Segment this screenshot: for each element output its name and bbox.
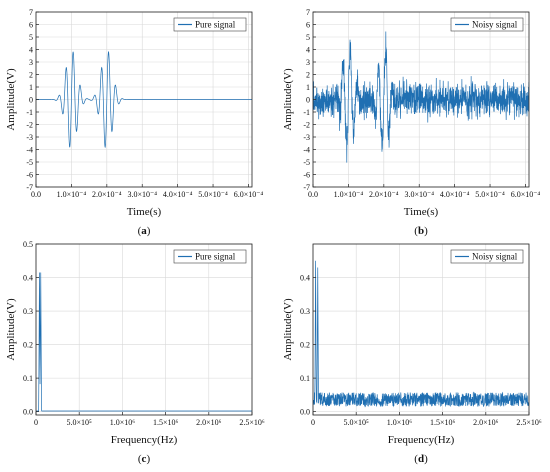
y-tick-label: -4 [303, 146, 310, 155]
y-tick-label: 0.1 [23, 374, 33, 383]
y-tick-label: 0.3 [23, 307, 33, 316]
x-tick-label: 2.5×10⁶ [516, 418, 542, 427]
panel-label: (b) [414, 225, 428, 237]
x-axis-label: Time(s) [404, 206, 439, 218]
y-axis-label: Amplitude(V) [5, 68, 17, 131]
y-tick-label: -1 [303, 108, 310, 117]
x-tick-label: 1.0×10⁶ [387, 418, 413, 427]
y-tick-label: -7 [303, 183, 310, 192]
legend-label: Pure signal [195, 20, 236, 30]
y-tick-label: 2 [306, 71, 310, 80]
y-axis-label: Amplitude(V) [282, 298, 294, 361]
plot-frame [312, 243, 530, 416]
panel-label: (a) [138, 225, 151, 237]
series-line [36, 272, 252, 412]
y-tick-label: -6 [26, 171, 33, 180]
y-tick-label: 2 [29, 71, 33, 80]
legend-box [450, 249, 524, 264]
x-tick-label: 4.0×10⁻⁴ [163, 190, 193, 199]
y-tick-label: -7 [26, 183, 33, 192]
y-tick-label: -6 [303, 171, 310, 180]
x-tick-label: 5.0×10⁻⁴ [475, 190, 505, 199]
legend-box [450, 17, 524, 32]
x-tick-label: 2.0×10⁻⁴ [369, 190, 399, 199]
y-tick-label: -5 [303, 158, 310, 167]
x-tick-label: 3.0×10⁻⁴ [404, 190, 434, 199]
y-tick-label: 1 [306, 83, 310, 92]
legend-box [173, 249, 247, 264]
panel-label: (d) [414, 453, 428, 465]
x-tick-label: 1.0×10⁻⁴ [334, 190, 364, 199]
chart-panel-1: 0.0 1.0×10⁻⁴ 2.0×10⁻⁴ 3.0×10⁻⁴ 4.0×10⁻⁴ 5.0×1… [5, 8, 263, 237]
chart-panel-4: 0 5.0×10⁵ 1.0×10⁶ 1.5×10⁶ 2.0×10⁶ 2.5×10⁶ 0.0 0… [282, 243, 542, 465]
series-line [36, 50, 252, 149]
y-tick-label: 5 [29, 33, 33, 42]
x-tick-label: 0 [311, 418, 315, 427]
x-tick-label: 1.5×10⁶ [153, 418, 179, 427]
legend-label: Pure signal [195, 252, 236, 262]
y-tick-label: 0.5 [23, 240, 33, 249]
x-tick-label: 6.0×10⁻⁴ [511, 190, 541, 199]
x-tick-label: 0 [34, 418, 38, 427]
y-tick-label: -5 [26, 158, 33, 167]
y-tick-label: -3 [303, 133, 310, 142]
y-tick-label: -1 [26, 108, 33, 117]
plot-frame [35, 243, 253, 416]
y-tick-label: 6 [29, 21, 33, 30]
y-tick-label: 0.1 [300, 374, 310, 383]
series-line [313, 31, 529, 163]
y-tick-label: 0.2 [300, 341, 310, 350]
x-tick-label: 5.0×10⁻⁴ [198, 190, 228, 199]
y-tick-label: 7 [306, 8, 310, 17]
y-tick-label: 3 [29, 58, 33, 67]
y-axis-label: Amplitude(V) [282, 68, 294, 131]
x-axis-label: Frequency(Hz) [111, 434, 178, 446]
y-tick-label: 5 [306, 33, 310, 42]
x-tick-label: 1.0×10⁶ [110, 418, 136, 427]
x-tick-label: 3.0×10⁻⁴ [127, 190, 157, 199]
series-line [313, 260, 529, 408]
y-tick-label: 0.2 [23, 341, 33, 350]
x-tick-label: 2.0×10⁶ [196, 418, 222, 427]
y-tick-label: 7 [29, 8, 33, 17]
x-tick-label: 1.0×10⁻⁴ [57, 190, 87, 199]
chart-panel-2: 0.0 1.0×10⁻⁴ 2.0×10⁻⁴ 3.0×10⁻⁴ 4.0×10⁻⁴ 5.0×1… [282, 8, 540, 237]
x-tick-label: 2.0×10⁶ [473, 418, 499, 427]
chart-panel-3: 0 5.0×10⁵ 1.0×10⁶ 1.5×10⁶ 2.0×10⁶ 2.5×10⁶ 0.0 0… [5, 240, 265, 465]
y-tick-label: -2 [303, 121, 310, 130]
x-tick-label: 0.0 [31, 190, 41, 199]
y-tick-label: 0 [29, 96, 33, 105]
y-tick-label: 6 [306, 21, 310, 30]
x-tick-label: 0.0 [308, 190, 318, 199]
legend-label: Noisy signal [472, 20, 518, 30]
x-tick-label: 5.0×10⁵ [67, 418, 93, 427]
x-tick-label: 6.0×10⁻⁴ [234, 190, 264, 199]
x-tick-label: 4.0×10⁻⁴ [440, 190, 470, 199]
x-axis-label: Frequency(Hz) [388, 434, 455, 446]
panel-label: (c) [138, 453, 151, 465]
y-tick-label: -4 [26, 146, 33, 155]
x-axis-label: Time(s) [127, 206, 162, 218]
y-tick-label: 0.0 [23, 408, 33, 417]
y-tick-label: 1 [29, 83, 33, 92]
legend-label: Noisy signal [472, 252, 518, 262]
y-tick-label: 4 [29, 46, 33, 55]
x-tick-label: 2.5×10⁶ [239, 418, 265, 427]
y-axis-label: Amplitude(V) [5, 298, 17, 361]
x-tick-label: 5.0×10⁵ [344, 418, 370, 427]
y-tick-label: -2 [26, 121, 33, 130]
y-tick-label: 3 [306, 58, 310, 67]
y-tick-label: -3 [26, 133, 33, 142]
legend-box [173, 17, 247, 32]
y-tick-label: 0 [306, 96, 310, 105]
x-tick-label: 2.0×10⁻⁴ [92, 190, 122, 199]
x-tick-label: 1.5×10⁶ [430, 418, 456, 427]
y-tick-label: 0.0 [300, 408, 310, 417]
y-tick-label: 0.4 [23, 274, 33, 283]
y-tick-label: 0.4 [300, 274, 310, 283]
y-tick-label: 4 [306, 46, 310, 55]
y-tick-label: 0.3 [300, 307, 310, 316]
